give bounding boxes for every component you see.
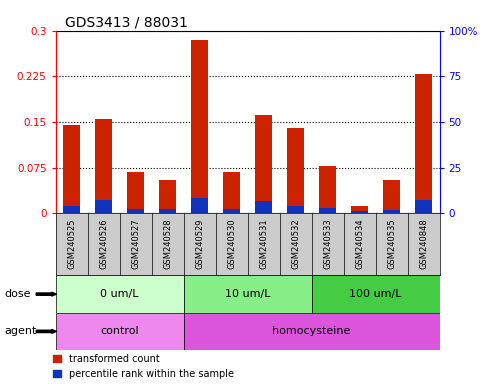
Bar <box>159 210 176 213</box>
Bar <box>287 206 304 213</box>
Text: agent: agent <box>5 326 37 336</box>
Bar <box>63 125 80 213</box>
Bar <box>255 201 272 213</box>
Bar <box>127 209 144 213</box>
Text: GSM240848: GSM240848 <box>419 218 428 269</box>
Bar <box>255 115 272 213</box>
Bar <box>95 200 113 213</box>
Bar <box>95 119 113 213</box>
Text: GDS3413 / 88031: GDS3413 / 88031 <box>65 15 188 29</box>
Bar <box>191 40 208 213</box>
Text: GSM240525: GSM240525 <box>67 218 76 268</box>
Bar <box>415 74 432 213</box>
Bar <box>383 180 400 213</box>
Bar <box>223 172 241 213</box>
Text: GSM240526: GSM240526 <box>99 218 108 269</box>
Bar <box>319 166 336 213</box>
Text: GSM240529: GSM240529 <box>195 218 204 268</box>
Text: GSM240531: GSM240531 <box>259 218 268 269</box>
Bar <box>159 180 176 213</box>
Bar <box>415 200 432 213</box>
Bar <box>319 208 336 213</box>
Text: 10 um/L: 10 um/L <box>225 289 270 299</box>
Bar <box>191 198 208 213</box>
Text: GSM240527: GSM240527 <box>131 218 140 269</box>
Bar <box>184 313 440 350</box>
Bar <box>184 275 312 313</box>
Bar <box>312 275 440 313</box>
Text: control: control <box>100 326 139 336</box>
Bar <box>223 210 241 213</box>
Legend: transformed count, percentile rank within the sample: transformed count, percentile rank withi… <box>53 354 234 379</box>
Text: GSM240534: GSM240534 <box>355 218 364 269</box>
Text: 100 um/L: 100 um/L <box>349 289 402 299</box>
Text: GSM240530: GSM240530 <box>227 218 236 269</box>
Text: homocysteine: homocysteine <box>272 326 351 336</box>
Text: GSM240535: GSM240535 <box>387 218 396 269</box>
Text: GSM240528: GSM240528 <box>163 218 172 269</box>
Bar <box>56 313 184 350</box>
Bar <box>127 172 144 213</box>
Bar <box>383 210 400 213</box>
Text: 0 um/L: 0 um/L <box>100 289 139 299</box>
Text: GSM240533: GSM240533 <box>323 218 332 269</box>
Text: dose: dose <box>5 289 31 299</box>
Bar <box>56 275 184 313</box>
Bar <box>287 128 304 213</box>
Bar <box>351 206 369 213</box>
Bar <box>351 211 369 213</box>
Bar <box>63 206 80 213</box>
Text: GSM240532: GSM240532 <box>291 218 300 269</box>
